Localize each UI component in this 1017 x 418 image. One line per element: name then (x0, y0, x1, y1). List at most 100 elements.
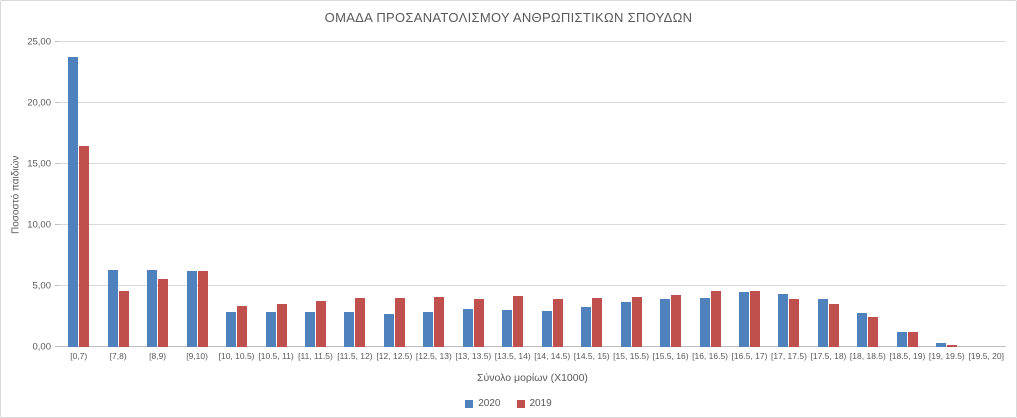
y-tick-label: 0,00 (32, 341, 52, 353)
bar-2020 (896, 332, 907, 347)
bar-2019 (750, 290, 760, 347)
bar-2020 (304, 311, 315, 347)
bar-2019 (671, 294, 682, 347)
bar-group (138, 42, 177, 347)
bar-group (651, 42, 690, 347)
legend-swatch-icon (516, 399, 525, 408)
x-tick-label: [18.5, 19) (889, 351, 926, 361)
bar-2019 (197, 271, 208, 347)
bar-2020 (265, 311, 276, 347)
bar-2020 (857, 312, 868, 347)
bar-group (533, 42, 572, 347)
y-tick-label: 20,00 (27, 97, 51, 109)
bar-2020 (226, 311, 237, 347)
bar-group (177, 42, 216, 347)
x-tick-label: [8,9) (149, 351, 167, 361)
bar-group (375, 42, 414, 347)
legend-label: 2019 (529, 398, 552, 409)
y-tick-mark (55, 224, 59, 225)
y-axis-tick-labels: 0,00 5,00 10,00 15,00 20,00 25,00 (1, 37, 52, 353)
x-tick-label: [16, 16.5) (692, 351, 729, 361)
chart-title: ΟΜΑΔΑ ΠΡΟΣΑΝΑΤΟΛΙΣΜΟΥ ΑΝΘΡΩΠΙΣΤΙΚΩΝ ΣΠΟΥ… (324, 10, 693, 25)
bar-2020 (739, 292, 749, 347)
x-tick-label: [16.5, 17) (731, 351, 768, 361)
x-tick-label: [12.5, 13) (415, 351, 452, 361)
bar-2020 (699, 298, 710, 347)
x-tick-label: [9,10) (186, 351, 208, 361)
bar-group (730, 42, 769, 347)
bar-2020 (423, 311, 434, 347)
x-axis-tick-labels: [0,7) [7,8) [8,9) [9,10) [10, 10.5) [10.5, 11… (59, 351, 1006, 365)
x-axis-title: Σύνολο μορίων (X1000) (477, 372, 588, 384)
bar-group (493, 42, 532, 347)
bar-2019 (552, 299, 563, 347)
legend-swatch-icon (465, 399, 474, 408)
bar-2019 (355, 298, 366, 347)
bar-2019 (710, 290, 721, 347)
bar-2019 (79, 145, 90, 347)
bar-2019 (868, 316, 879, 347)
x-tick-label: [12, 12.5) (376, 351, 413, 361)
y-tick-mark (55, 346, 59, 347)
gridline (59, 41, 1006, 42)
gridline (59, 102, 1006, 103)
plot-area (55, 41, 1006, 347)
x-tick-label: [15, 15.5) (613, 351, 650, 361)
gridline (59, 224, 1006, 225)
x-tick-label: [7,8) (109, 351, 127, 361)
bar-2019 (592, 298, 603, 347)
y-tick-label: 5,00 (32, 280, 52, 292)
x-tick-label: [19, 19.5) (928, 351, 965, 361)
bar-group (59, 42, 98, 347)
bar-2020 (344, 311, 355, 347)
bar-2019 (789, 298, 800, 347)
x-axis-line (59, 346, 1006, 347)
gridline (59, 285, 1006, 286)
bar-group (572, 42, 611, 347)
bar-2020 (462, 309, 473, 347)
bar-group (809, 42, 848, 347)
x-tick-label: [0,7) (70, 351, 88, 361)
x-tick-label: [19.5, 20] (968, 351, 1004, 361)
bar-2019 (947, 344, 958, 347)
x-tick-label: [18, 18.5) (849, 351, 886, 361)
bar-group (414, 42, 453, 347)
bar-group (256, 42, 295, 347)
bar-2019 (631, 296, 642, 347)
legend-item-2019: 2019 (516, 398, 552, 409)
y-tick-mark (55, 163, 59, 164)
bar-group (98, 42, 137, 347)
bar-2020 (581, 306, 592, 347)
y-tick-mark (55, 102, 59, 103)
bar-group (888, 42, 927, 347)
bar-group (769, 42, 808, 347)
bar-2020 (817, 298, 828, 347)
y-tick-label: 25,00 (27, 36, 51, 48)
y-tick-label: 10,00 (27, 219, 51, 231)
bar-2019 (118, 290, 129, 347)
bar-group (335, 42, 374, 347)
x-tick-label: [17, 17.5) (771, 351, 807, 361)
bar-group (967, 42, 1006, 347)
bar-2019 (473, 299, 484, 347)
bar-2019 (828, 303, 839, 347)
bar-2020 (147, 270, 158, 347)
bar-group (927, 42, 966, 347)
y-tick-mark (55, 41, 59, 42)
x-tick-label: [14, 14.5) (534, 351, 571, 361)
bar-2020 (68, 56, 79, 347)
x-tick-label: [11, 11.5) (298, 351, 333, 361)
bar-2019 (315, 300, 326, 347)
bar-2019 (394, 298, 405, 347)
bar-2020 (383, 314, 394, 347)
bar-group (690, 42, 729, 347)
x-tick-label: [14.5, 15) (573, 351, 610, 361)
x-tick-label: [17.5, 18) (810, 351, 847, 361)
x-tick-label: [10, 10.5) (218, 351, 255, 361)
bar-2019 (907, 332, 918, 347)
x-tick-label: [13.5, 14) (494, 351, 531, 361)
bar-2019 (276, 304, 287, 347)
y-tick-label: 15,00 (27, 158, 51, 170)
legend: 2020 2019 (1, 398, 1016, 409)
